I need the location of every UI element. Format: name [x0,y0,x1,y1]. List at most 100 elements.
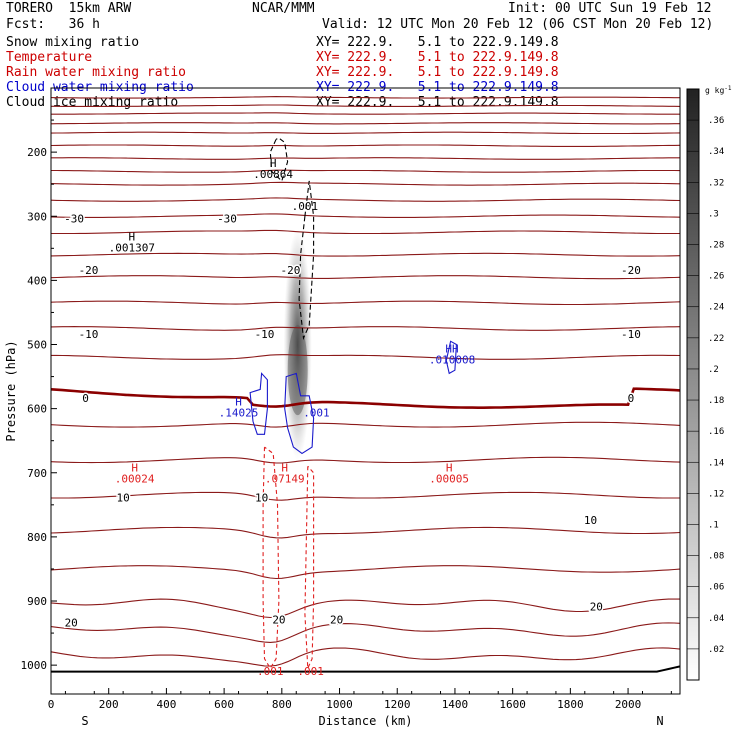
temperature-contour [50,275,681,280]
field-label: Cloud ice mixing ratio [6,95,179,110]
colorbar-label: .2 [708,365,719,375]
plot-frame [50,87,681,695]
field-xsec: XY= 222.9. 5.1 to 222.9.149.8 [316,50,559,65]
colorbar-label: .14 [708,458,724,468]
x-tick-label: 0 [48,698,55,711]
field-xsec: XY= 222.9. 5.1 to 222.9.149.8 [316,35,559,50]
extrema-value: .001 [297,665,324,678]
temperature-contour [50,647,681,667]
x-tick-label: 1600 [499,698,526,711]
y-tick-label: 500 [27,339,47,352]
temperature-contour [50,300,681,306]
forecast-hour: Fcst: 36 h [6,17,100,32]
x-tick-label: 1800 [557,698,584,711]
ground-line [51,665,681,673]
extrema-value: .010008 [429,354,475,367]
colorbar-label: .22 [708,334,724,344]
y-tick-label: 800 [27,531,47,544]
x-tick-label: 1400 [442,698,469,711]
extrema-symbol: H [235,395,242,408]
colorbar-label: .18 [708,396,724,406]
field-label: Snow mixing ratio [6,35,140,50]
field-label: Cloud water mixing ratio [6,80,194,95]
colorbar: .36 .34 .32 .3 .28 .26 .24 .22 .2 .18 .16 .14 .12 .1.… [686,85,732,681]
cloud-ice-contour [298,180,315,341]
colorbar-label: .32 [708,178,724,188]
temperature-contour [51,157,680,160]
temperature-contour [50,144,681,147]
colorbar-label: .28 [708,241,724,251]
field-label: Temperature [6,50,93,65]
field-xsec: XY= 222.9. 5.1 to 222.9.149.8 [316,95,559,110]
contour-label: 10 [255,492,268,505]
y-tick-label: 200 [27,146,47,159]
contour-label: -30 [217,213,237,226]
temperature-contour [50,622,681,643]
temperature-contour [50,213,681,218]
x-tick-label: 1200 [384,698,411,711]
extrema-value: .001 [257,665,284,678]
extrema-value: .001307 [109,242,155,255]
valid-time: Valid: 12 UTC Mon 20 Feb 12 (06 CST Mon … [322,17,714,32]
contour-label: 20 [330,613,343,626]
cloud-ice-contour [269,137,289,183]
extrema-symbol: H [446,461,453,474]
contour-label: 0 [82,392,89,405]
colorbar-unit: g kg-1 [705,85,732,95]
snow-core [287,325,308,416]
temperature-contour [50,252,681,257]
contour-label: -20 [79,264,99,277]
extrema-symbol: HH [445,343,458,356]
contour-labels: -30 -30 -20 -20 -20 -10 -10 -10 0 0 10 10 10 20 20 20 20… [63,157,643,678]
contour-label: 20 [590,601,603,614]
colorbar-label: .08 [708,552,724,562]
y-tick-label: 900 [27,595,47,608]
extrema-value: .14025 [219,406,259,419]
y-tick-label: 600 [27,403,47,416]
temperature-contour [50,598,681,619]
organization: NCAR/MMM [252,1,315,16]
cloud-water-contour [249,372,268,435]
hydrometeor-contours [249,137,457,670]
south-label: S [81,714,88,728]
contour-label: -10 [255,328,275,341]
contour-label: 10 [584,514,597,527]
x-tick-label: 200 [99,698,119,711]
x-tick-label: 600 [214,698,234,711]
contour-label: -20 [281,264,301,277]
cloud-water-contour [284,372,315,455]
temperature-contour [50,197,681,202]
temperature-contours [50,96,681,673]
cloud-water-contour [445,340,457,375]
colorbar-label: .16 [708,427,724,437]
colorbar-label: .1 [708,520,719,530]
x-tick-label: 2000 [615,698,642,711]
x-tick-label: 400 [156,698,176,711]
temperature-contour [50,421,681,428]
colorbar-label: .3 [708,209,719,219]
model-title: TORERO 15km ARW [6,1,132,16]
contour-label: 20 [65,617,78,630]
x-axis-title: Distance (km) [319,714,413,728]
colorbar-label: .12 [708,489,724,499]
colorbar-label: .04 [708,614,724,624]
temperature-contour [50,131,681,135]
colorbar-label: .34 [708,147,724,157]
colorbar-label: .24 [708,303,724,313]
colorbar-label: .36 [708,116,724,126]
temperature-contour [51,229,680,235]
x-tick-label: 800 [272,698,292,711]
y-axis-title: Pressure (hPa) [4,340,18,441]
x-tick-label: 1000 [326,698,353,711]
field-label: Rain water mixing ratio [6,65,187,80]
field-xsec: XY= 222.9. 5.1 to 222.9.149.8 [316,65,559,80]
extrema-value: .00024 [115,472,155,485]
rain-contour [304,465,315,669]
snow-shading [283,229,312,460]
temperature-contour [50,565,681,580]
colorbar-label: .06 [708,583,724,593]
extrema-value: .00864 [253,168,293,181]
extrema-symbol: H [270,157,277,170]
contour-label: -30 [64,213,84,226]
